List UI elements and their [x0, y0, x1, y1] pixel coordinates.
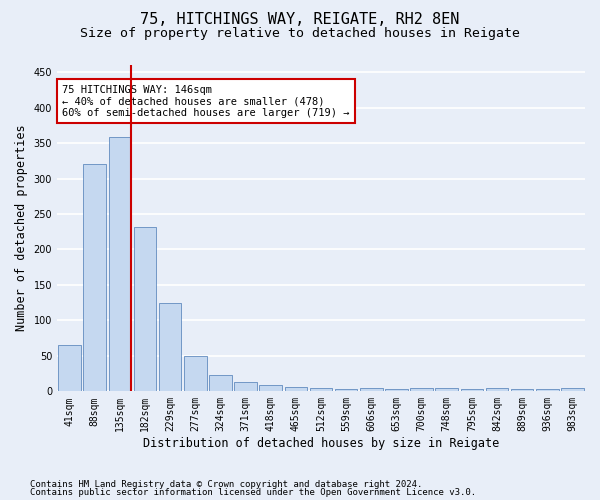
Bar — [461, 389, 483, 392]
Bar — [209, 375, 232, 392]
Bar — [134, 226, 157, 392]
Text: Size of property relative to detached houses in Reigate: Size of property relative to detached ho… — [80, 28, 520, 40]
Text: 75, HITCHINGS WAY, REIGATE, RH2 8EN: 75, HITCHINGS WAY, REIGATE, RH2 8EN — [140, 12, 460, 28]
Bar — [410, 388, 433, 392]
Bar — [184, 356, 206, 392]
Bar — [159, 302, 181, 392]
Bar — [83, 164, 106, 392]
Text: Contains public sector information licensed under the Open Government Licence v3: Contains public sector information licen… — [30, 488, 476, 497]
Bar — [234, 382, 257, 392]
Bar — [561, 388, 584, 392]
Bar — [436, 388, 458, 392]
Bar — [511, 389, 533, 392]
Y-axis label: Number of detached properties: Number of detached properties — [15, 125, 28, 332]
Bar — [360, 388, 383, 392]
Bar — [536, 389, 559, 392]
Bar — [109, 138, 131, 392]
Bar — [284, 387, 307, 392]
Bar — [385, 389, 408, 392]
Bar — [259, 385, 282, 392]
Text: Contains HM Land Registry data © Crown copyright and database right 2024.: Contains HM Land Registry data © Crown c… — [30, 480, 422, 489]
Bar — [335, 389, 358, 392]
Bar — [58, 345, 81, 392]
X-axis label: Distribution of detached houses by size in Reigate: Distribution of detached houses by size … — [143, 437, 499, 450]
Bar — [310, 388, 332, 392]
Text: 75 HITCHINGS WAY: 146sqm
← 40% of detached houses are smaller (478)
60% of semi-: 75 HITCHINGS WAY: 146sqm ← 40% of detach… — [62, 84, 350, 118]
Bar — [485, 388, 508, 392]
